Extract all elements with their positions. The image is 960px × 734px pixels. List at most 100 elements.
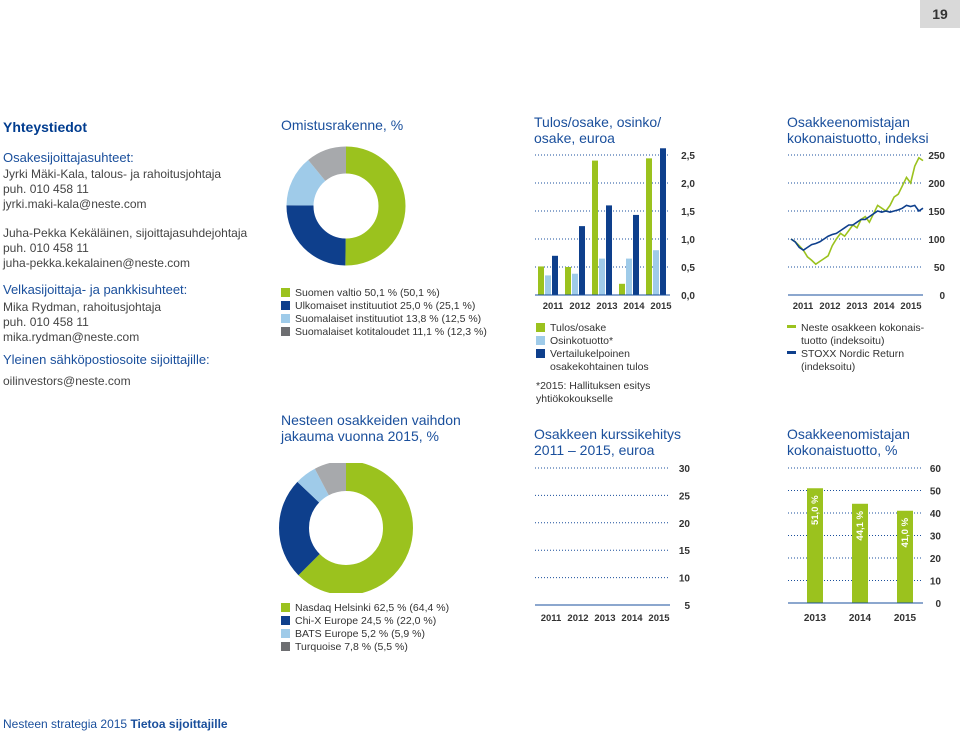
bar-2013-s1	[592, 160, 598, 295]
legend-item: Nasdaq Helsinki 62,5 % (64,4 %)	[281, 602, 449, 615]
legend-label: Suomalaiset instituutiot 13,8 % (12,5 %)	[295, 313, 482, 325]
y-tick-label: 40	[930, 509, 942, 520]
title-line: Osakkeenomistajan	[787, 426, 910, 442]
title-line: Tulos/osake, osinko/	[534, 114, 662, 130]
legend-swatch	[536, 349, 545, 358]
x-tick-label: 2013	[594, 613, 615, 624]
contact-line: puh. 010 458 11	[3, 241, 89, 255]
x-tick-label: 2012	[567, 613, 588, 624]
footer: Nesteen strategia 2015 Tietoa sijoittaji…	[3, 717, 228, 731]
x-tick-label: 2012	[569, 301, 590, 312]
bar-value-label: 51,0 %	[810, 495, 821, 525]
trading-title: Nesteen osakkeiden vaihdon jakauma vuonn…	[281, 412, 461, 444]
legend-label: STOXX Nordic Return	[801, 348, 905, 360]
title-line: 2011 – 2015, euroa	[534, 442, 655, 458]
contacts-title: Yhteystiedot	[3, 119, 88, 135]
legend-item: osakekohtainen tulos	[536, 361, 649, 374]
legend-swatch	[536, 323, 545, 332]
note-line: yhtiökokoukselle	[536, 393, 614, 405]
eps-legend: Tulos/osake Osinkotuotto* Vertailukelpoi…	[536, 322, 649, 374]
x-tick-label: 2015	[648, 613, 670, 624]
contact-email[interactable]: jyrki.maki-kala@neste.com	[3, 197, 147, 211]
contact-email[interactable]: juha-pekka.kekalainen@neste.com	[3, 256, 190, 270]
legend-item: Tulos/osake	[536, 322, 649, 335]
legend-item: (indeksoitu)	[787, 361, 924, 374]
series-line-2	[790, 204, 924, 252]
contact-line: Juha-Pekka Kekäläinen, sijoittajasuhdejo…	[3, 226, 248, 240]
x-tick-label: 2015	[650, 301, 672, 312]
y-tick-label: 1,0	[681, 235, 695, 246]
shareholder-heading: Osakesijoittajasuhteet:	[3, 150, 134, 165]
contact-line: puh. 010 458 11	[3, 182, 89, 196]
legend-item: STOXX Nordic Return	[787, 348, 924, 361]
ownership-title: Omistusrakenne, %	[281, 117, 404, 133]
shareholder-contact: Jyrki Mäki-Kala, talous- ja rahoitusjoht…	[3, 167, 221, 212]
legend-label: osakekohtainen tulos	[550, 361, 649, 373]
page-number: 19	[932, 6, 948, 22]
x-tick-label: 2013	[846, 301, 867, 312]
contact-line: Jyrki Mäki-Kala, talous- ja rahoitusjoht…	[3, 167, 222, 181]
legend-item: BATS Europe 5,2 % (5,9 %)	[281, 628, 449, 641]
y-tick-label: 20	[930, 554, 942, 565]
y-tick-label: 0,0	[681, 291, 695, 302]
legend-item: Turquoise 7,8 % (5,5 %)	[281, 641, 449, 654]
bar-2012-s3	[579, 226, 585, 295]
y-tick-label: 10	[679, 574, 691, 585]
tsr-index-title: Osakkeenomistajan kokonaistuotto, indeks…	[787, 114, 929, 146]
legend-swatch	[281, 314, 290, 323]
legend-item: Suomalaiset kotitaloudet 11,1 % (12,3 %)	[281, 326, 487, 339]
legend-label: Turquoise 7,8 % (5,5 %)	[295, 641, 408, 653]
legend-label: Tulos/osake	[550, 322, 607, 334]
trading-legend: Nasdaq Helsinki 62,5 % (64,4 %) Chi-X Eu…	[281, 602, 449, 654]
title-line: osake, euroa	[534, 130, 615, 146]
title-line: jakauma vuonna 2015, %	[281, 428, 439, 444]
title-line: Osakkeenomistajan	[787, 114, 910, 130]
general-heading: Yleinen sähköpostiosoite sijoittajille:	[3, 352, 210, 367]
y-tick-label: 50	[934, 263, 946, 274]
legend-item: Chi-X Europe 24,5 % (22,0 %)	[281, 615, 449, 628]
legend-label: Suomalaiset kotitaloudet 11,1 % (12,3 %)	[295, 326, 487, 338]
y-tick-label: 0	[935, 599, 941, 610]
footer-right: Tietoa sijoittajille	[130, 717, 228, 731]
bar-2011-s1	[538, 266, 544, 295]
legend-swatch	[787, 325, 796, 328]
tsr-pct-bar-chart: 0 10 20 30 40 50 60 51,0 % 2013 44,1 % 2014 41,0 % 2…	[788, 464, 942, 624]
donut-slice-2	[279, 463, 413, 593]
legend-label: (indeksoitu)	[801, 361, 856, 373]
donut-slice-4	[279, 463, 413, 593]
title-line: kokonaistuotto, indeksi	[787, 130, 929, 146]
price-title: Osakkeen kurssikehitys 2011 – 2015, euro…	[534, 426, 681, 458]
bar-2012-s1	[565, 267, 571, 295]
general-email[interactable]: oilinvestors@neste.com	[3, 374, 131, 388]
x-tick-label: 2015	[900, 301, 922, 312]
bar-value-label: 44,1 %	[855, 510, 866, 540]
bar-2013	[807, 488, 823, 603]
bar-2015	[897, 510, 913, 603]
bar-2014-s1	[619, 283, 625, 295]
y-tick-label: 1,5	[681, 207, 695, 218]
y-tick-label: 0,5	[681, 263, 695, 274]
contact-email[interactable]: mika.rydman@neste.com	[3, 330, 140, 344]
legend-swatch	[281, 301, 290, 310]
x-tick-label: 2014	[873, 301, 895, 312]
legend-label: Vertailukelpoinen	[550, 348, 630, 360]
legend-item: tuotto (indeksoitu)	[787, 335, 924, 348]
x-tick-label: 2011	[541, 613, 562, 624]
legend-swatch	[281, 603, 290, 612]
legend-label: Neste osakkeen kokonais-	[801, 322, 925, 334]
legend-swatch	[281, 642, 290, 651]
y-tick-label: 5	[684, 601, 690, 612]
y-tick-label: 25	[679, 491, 691, 502]
x-tick-label: 2014	[623, 301, 645, 312]
contact-line: Mika Rydman, rahoitusjohtaja	[3, 300, 162, 314]
x-tick-label: 2013	[596, 301, 617, 312]
bar-2015-s1	[646, 158, 652, 295]
bar-2015-s3	[660, 148, 666, 295]
y-tick-label: 10	[930, 577, 942, 588]
legend-swatch	[536, 336, 545, 345]
tsr-pct-title: Osakkeenomistajan kokonaistuotto, %	[787, 426, 910, 458]
y-tick-label: 2,5	[681, 151, 695, 162]
price-chart: 5 10 15 20 25 30 2011 2012 2013 2014 2015	[535, 464, 691, 624]
legend-label: Suomen valtio 50,1 % (50,1 %)	[295, 287, 440, 299]
relations-contact: Juha-Pekka Kekäläinen, sijoittajasuhdejo…	[3, 226, 247, 271]
